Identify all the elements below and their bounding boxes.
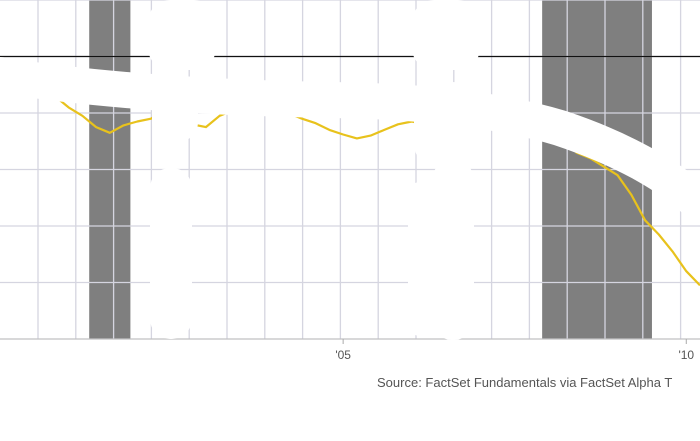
occlusion-sweep xyxy=(0,57,700,223)
occlusion-bar-1 xyxy=(150,168,192,339)
occlusion-mid-1 xyxy=(152,80,198,142)
occlusion-top-1 xyxy=(148,0,216,70)
occlusion-bar-2b xyxy=(432,160,474,340)
occlusion-bar-2a xyxy=(408,182,434,336)
occlusion-marks xyxy=(0,0,700,340)
occlusion-mid-2 xyxy=(414,82,476,168)
x-tick-label: '05 xyxy=(335,348,351,362)
x-axis-ticks: '05 '10 xyxy=(335,339,694,362)
occlusion-top-2 xyxy=(412,0,480,70)
occlusion-top-left xyxy=(0,64,141,90)
source-note: Source: FactSet Fundamentals via FactSet… xyxy=(377,375,673,390)
x-tick-label: '10 xyxy=(678,348,694,362)
